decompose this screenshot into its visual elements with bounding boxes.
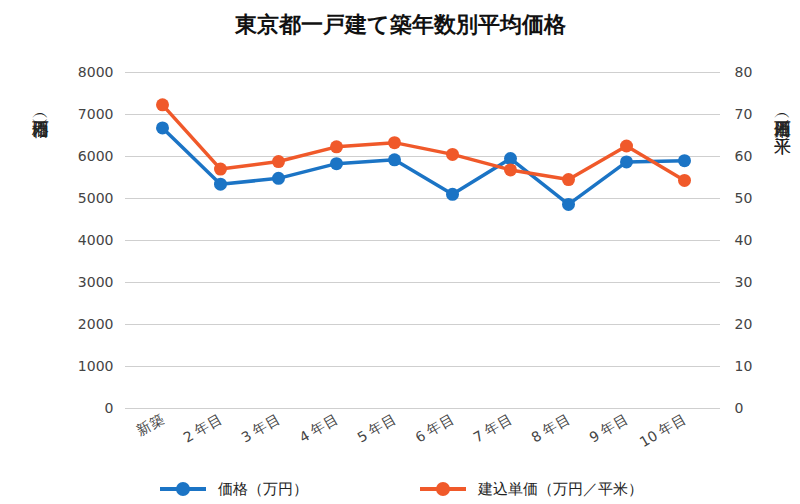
svg-text:4 年目: 4 年目 <box>296 411 340 446</box>
svg-text:3000: 3000 <box>78 274 114 290</box>
svg-text:9 年目: 9 年目 <box>586 411 630 446</box>
html-text:価格（万円）: 価格（万円） <box>217 479 308 498</box>
svg-text:60: 60 <box>735 148 753 164</box>
html-text:単価（万円／平米）: 単価（万円／平米） <box>773 108 793 125</box>
svg-text:50: 50 <box>735 190 753 206</box>
svg-text:80: 80 <box>735 64 753 80</box>
svg-text:8000: 8000 <box>78 64 114 80</box>
html-text:建込単価（万円／平米）: 建込単価（万円／平米） <box>477 479 643 498</box>
svg-text:2000: 2000 <box>78 316 114 332</box>
svg-text:10 年目: 10 年目 <box>637 411 689 450</box>
svg-text:20: 20 <box>735 316 753 332</box>
svg-text:7000: 7000 <box>78 106 114 122</box>
svg-text:新築: 新築 <box>134 411 166 439</box>
svg-text:5 年目: 5 年目 <box>354 411 398 446</box>
html-text:東京都一戸建て築年数別平均価格: 東京都一戸建て築年数別平均価格 <box>234 12 566 37</box>
svg-text:30: 30 <box>735 274 753 290</box>
svg-text:0: 0 <box>105 400 114 416</box>
svg-text:6000: 6000 <box>78 148 114 164</box>
svg-text:0: 0 <box>735 400 744 416</box>
svg-text:3 年目: 3 年目 <box>238 411 282 446</box>
svg-text:70: 70 <box>735 106 753 122</box>
svg-text:2 年目: 2 年目 <box>180 411 224 446</box>
svg-text:40: 40 <box>735 232 753 248</box>
svg-text:1000: 1000 <box>78 358 114 374</box>
svg-text:4000: 4000 <box>78 232 114 248</box>
svg-text:10: 10 <box>735 358 753 374</box>
svg-text:7 年目: 7 年目 <box>470 411 514 446</box>
svg-text:6 年目: 6 年目 <box>412 411 456 446</box>
svg-text:8 年目: 8 年目 <box>528 411 572 446</box>
svg-text:5000: 5000 <box>78 190 114 206</box>
